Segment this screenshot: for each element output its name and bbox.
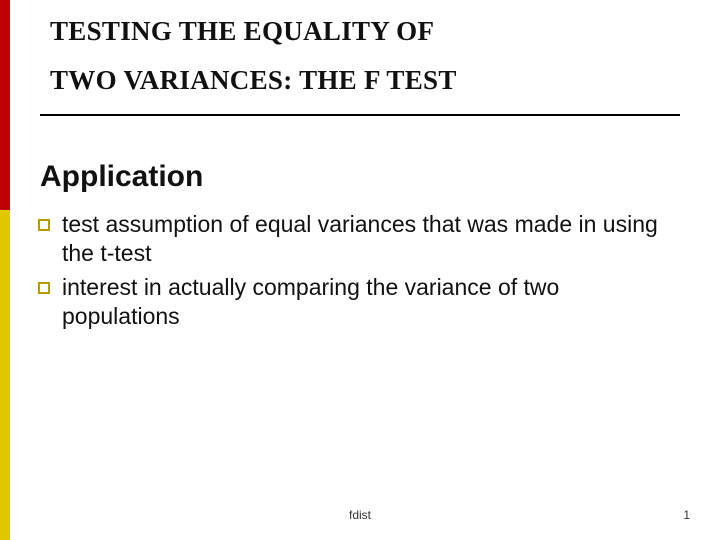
title-line-2: TWO VARIANCES: THE F TEST (50, 65, 670, 96)
bullet-marker-icon (38, 282, 50, 294)
title-line-1: TESTING THE EQUALITY OF (50, 16, 670, 47)
accent-bar (0, 0, 10, 540)
list-item: interest in actually comparing the varia… (38, 273, 678, 332)
bullet-list: test assumption of equal variances that … (38, 210, 678, 336)
slide-title: TESTING THE EQUALITY OF TWO VARIANCES: T… (50, 16, 670, 106)
bullet-marker-icon (38, 219, 50, 231)
bullet-text: interest in actually comparing the varia… (62, 273, 678, 332)
page-number: 1 (683, 508, 690, 522)
title-underline (40, 114, 680, 116)
list-item: test assumption of equal variances that … (38, 210, 678, 269)
section-heading: Application (40, 160, 203, 194)
accent-bar-top (0, 0, 10, 210)
footer-center-label: fdist (0, 508, 720, 522)
accent-bar-bottom (0, 210, 10, 540)
bullet-text: test assumption of equal variances that … (62, 210, 678, 269)
